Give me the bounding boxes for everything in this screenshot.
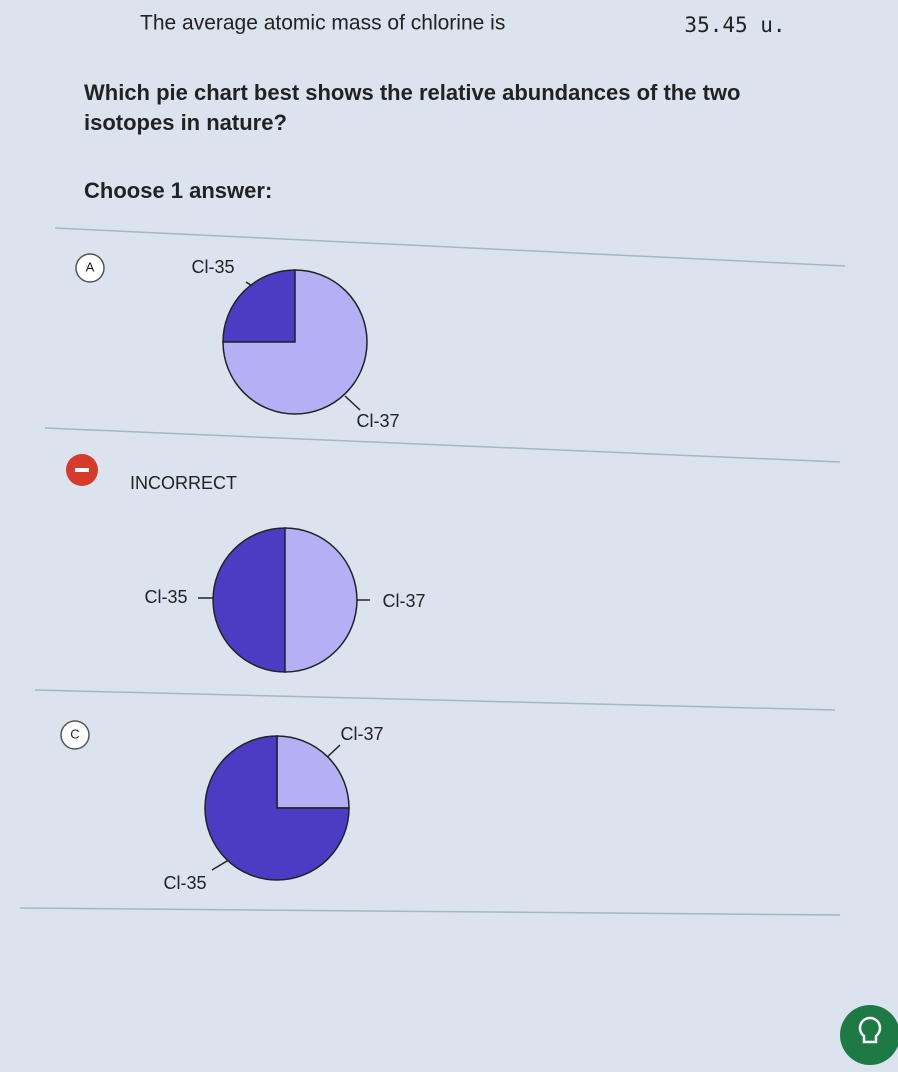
bulb-icon [858,1016,882,1044]
leader-line [344,395,361,411]
option-letter: A [86,259,95,274]
letter-circle [60,720,90,750]
question-value: 35.45 u. [684,13,785,37]
option-b-status: INCORRECT [66,454,237,493]
slice-label: Cl-37 [340,724,383,744]
option-letter: C [70,726,79,741]
pie-slice [276,735,350,809]
pie-slice [284,527,358,673]
divider [34,689,836,711]
prompt-box: Which pie chart best shows the relative … [84,80,741,135]
instruction: Choose 1 answer: [84,178,272,203]
pie-slice [222,269,296,343]
question-intro: The average atomic mass of chlorine is [140,12,505,35]
slice-label: Cl-35 [144,587,187,607]
divider [54,227,846,267]
slice-label: Cl-35 [163,873,206,893]
letter-circle [75,253,105,283]
pie-slice [222,269,368,415]
hint-button[interactable] [840,1005,898,1065]
option-c[interactable]: C [60,720,90,750]
slice-label: Cl-35 [191,257,234,277]
slice-label: Cl-37 [382,591,425,611]
slice-label: Cl-37 [356,411,399,431]
divider [44,427,841,463]
question-prompt: Which pie chart best shows the relative … [84,80,741,135]
pie-slice [204,735,350,881]
pie-slice [212,527,286,673]
status-label: INCORRECT [130,473,237,493]
divider [19,907,841,916]
icon-minus [75,468,89,472]
option-a[interactable]: A [75,253,105,283]
